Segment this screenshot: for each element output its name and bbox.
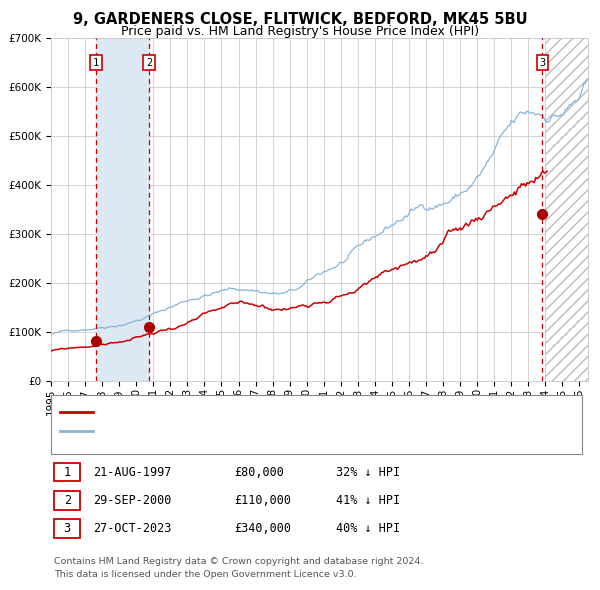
Text: 1: 1 [64, 466, 71, 478]
Text: 9, GARDENERS CLOSE, FLITWICK, BEDFORD, MK45 5BU (detached house): 9, GARDENERS CLOSE, FLITWICK, BEDFORD, M… [99, 407, 531, 417]
Text: £110,000: £110,000 [234, 494, 291, 507]
Text: 27-OCT-2023: 27-OCT-2023 [93, 522, 172, 535]
Text: 21-AUG-1997: 21-AUG-1997 [93, 466, 172, 478]
Bar [545, 38, 588, 381]
Text: 2: 2 [146, 58, 152, 68]
Text: Price paid vs. HM Land Registry's House Price Index (HPI): Price paid vs. HM Land Registry's House … [121, 25, 479, 38]
Text: 40% ↓ HPI: 40% ↓ HPI [336, 522, 400, 535]
Text: 41% ↓ HPI: 41% ↓ HPI [336, 494, 400, 507]
Text: £80,000: £80,000 [234, 466, 284, 478]
Text: 3: 3 [64, 522, 71, 535]
Text: This data is licensed under the Open Government Licence v3.0.: This data is licensed under the Open Gov… [54, 570, 356, 579]
Bar [545, 38, 588, 381]
Text: 3: 3 [539, 58, 545, 68]
Text: £340,000: £340,000 [234, 522, 291, 535]
Text: 9, GARDENERS CLOSE, FLITWICK, BEDFORD, MK45 5BU: 9, GARDENERS CLOSE, FLITWICK, BEDFORD, M… [73, 12, 527, 27]
Text: 2: 2 [64, 494, 71, 507]
Text: 29-SEP-2000: 29-SEP-2000 [93, 494, 172, 507]
Bar [96, 38, 149, 381]
Text: 32% ↓ HPI: 32% ↓ HPI [336, 466, 400, 478]
Text: 1: 1 [93, 58, 99, 68]
Text: Contains HM Land Registry data © Crown copyright and database right 2024.: Contains HM Land Registry data © Crown c… [54, 557, 424, 566]
Text: HPI: Average price, detached house, Central Bedfordshire: HPI: Average price, detached house, Cent… [99, 426, 477, 435]
